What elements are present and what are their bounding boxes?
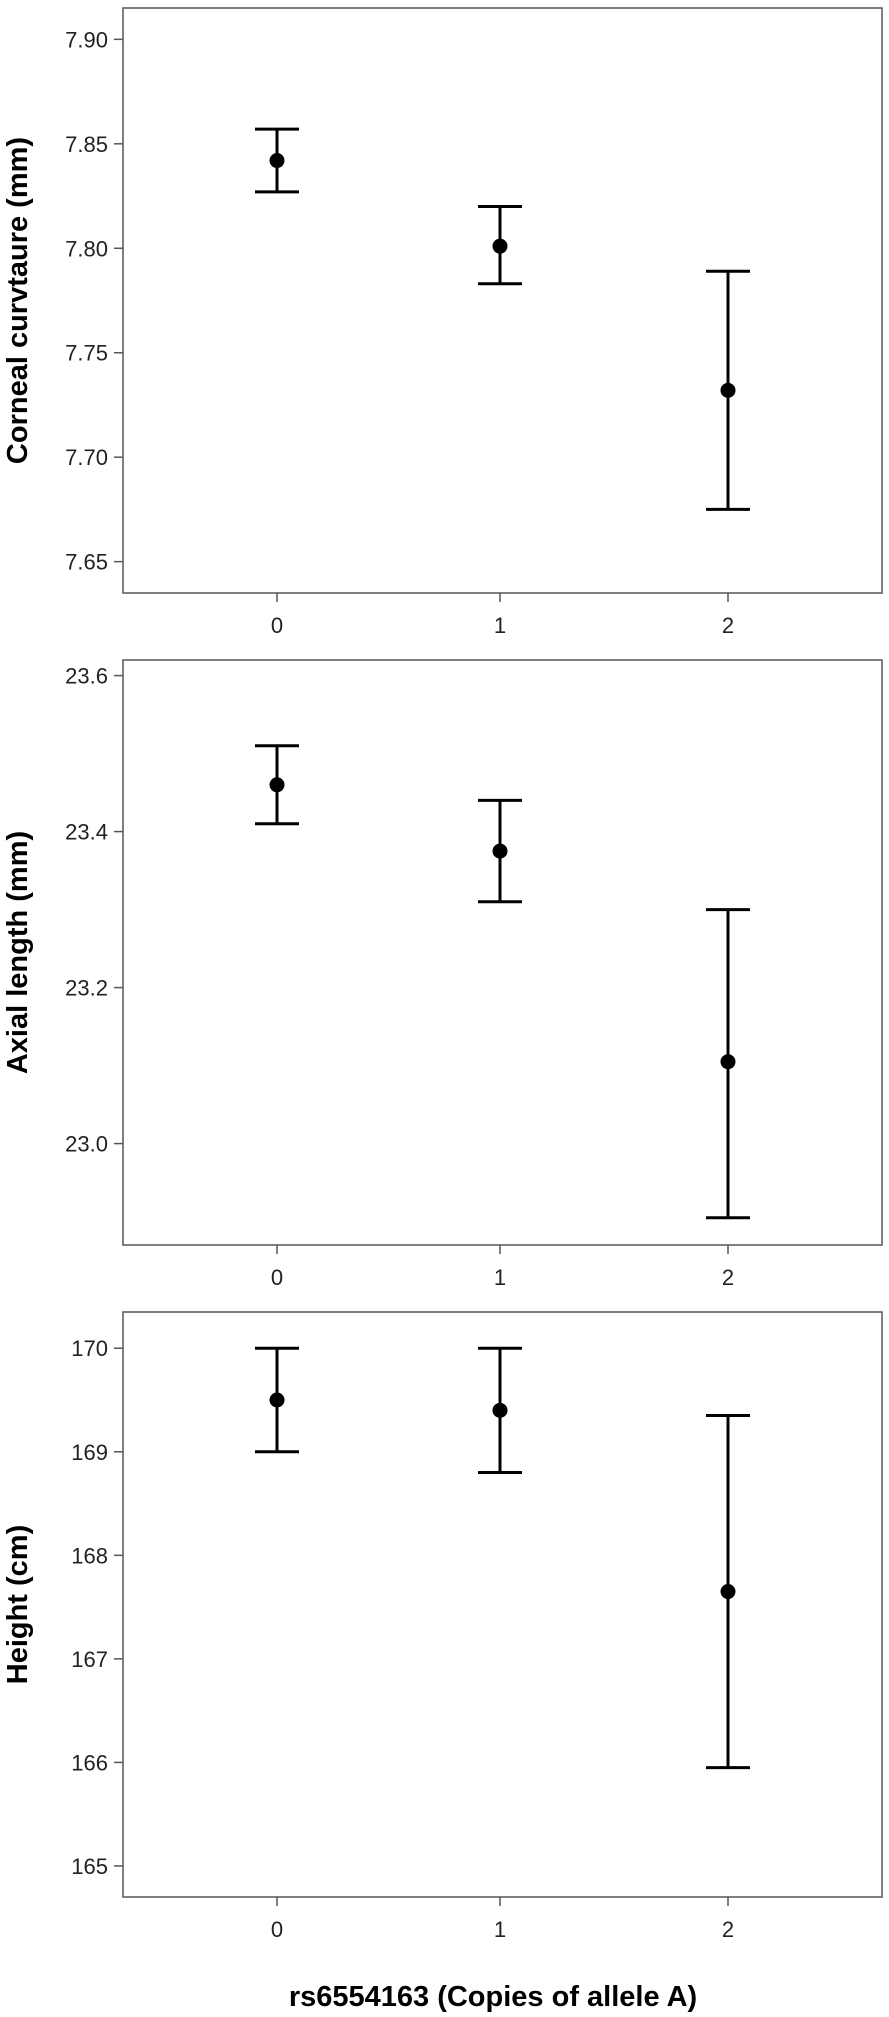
plot-frame	[122, 7, 883, 594]
y-axis-title: Axial length (mm)	[2, 831, 34, 1074]
mean-point	[492, 238, 508, 254]
x-axis-title: rs6554163 (Copies of allele A)	[289, 1981, 697, 2013]
x-tick-label: 1	[494, 613, 506, 638]
mean-point	[269, 777, 285, 793]
y-tick-label: 169	[71, 1440, 108, 1465]
y-tick-label: 170	[71, 1336, 108, 1361]
y-tick-label: 165	[71, 1854, 108, 1879]
chart-panel-1: 23.0 23.2 23.4 23.6 0 1 2 Axial length (mm)	[2, 659, 883, 1290]
y-tick-label: 168	[71, 1543, 108, 1568]
y-tick-label: 166	[71, 1750, 108, 1775]
x-tick-label: 0	[271, 1917, 283, 1942]
x-tick-label: 1	[494, 1917, 506, 1942]
chart-panels: 7.65 7.70 7.75 7.80 7.85 7.90 0 1 2 Corneal curvt…	[2, 7, 883, 1942]
y-tick-label: 7.85	[65, 132, 108, 157]
x-tick-label: 1	[494, 1265, 506, 1290]
y-tick-label: 23.6	[65, 664, 108, 689]
x-tick-label: 2	[722, 613, 734, 638]
mean-point	[269, 153, 285, 169]
mean-point	[492, 1402, 508, 1418]
mean-point	[720, 382, 736, 398]
mean-point	[269, 1392, 285, 1408]
y-tick-label: 7.90	[65, 27, 108, 52]
x-tick-label: 2	[722, 1917, 734, 1942]
x-tick-label: 2	[722, 1265, 734, 1290]
y-tick-label: 7.75	[65, 341, 108, 366]
y-tick-label: 23.0	[65, 1132, 108, 1157]
mean-point	[492, 843, 508, 859]
y-tick-label: 23.4	[65, 820, 108, 845]
mean-point	[720, 1584, 736, 1600]
mean-point	[720, 1054, 736, 1070]
y-axis-title: Height (cm)	[2, 1525, 34, 1685]
plot-frame	[122, 1311, 883, 1898]
y-tick-label: 167	[71, 1647, 108, 1672]
x-tick-label: 0	[271, 613, 283, 638]
y-tick-label: 23.2	[65, 976, 108, 1001]
chart-panel-2: 165 166 167 168 169 170 0 1 2 Height (cm)	[2, 1311, 883, 1942]
x-tick-label: 0	[271, 1265, 283, 1290]
plot-frame	[122, 659, 883, 1246]
chart-panel-0: 7.65 7.70 7.75 7.80 7.85 7.90 0 1 2 Corneal curvt…	[2, 7, 883, 638]
y-tick-label: 7.80	[65, 236, 108, 261]
y-tick-label: 7.70	[65, 445, 108, 470]
y-tick-label: 7.65	[65, 550, 108, 575]
y-axis-title: Corneal curvtaure (mm)	[2, 137, 34, 464]
